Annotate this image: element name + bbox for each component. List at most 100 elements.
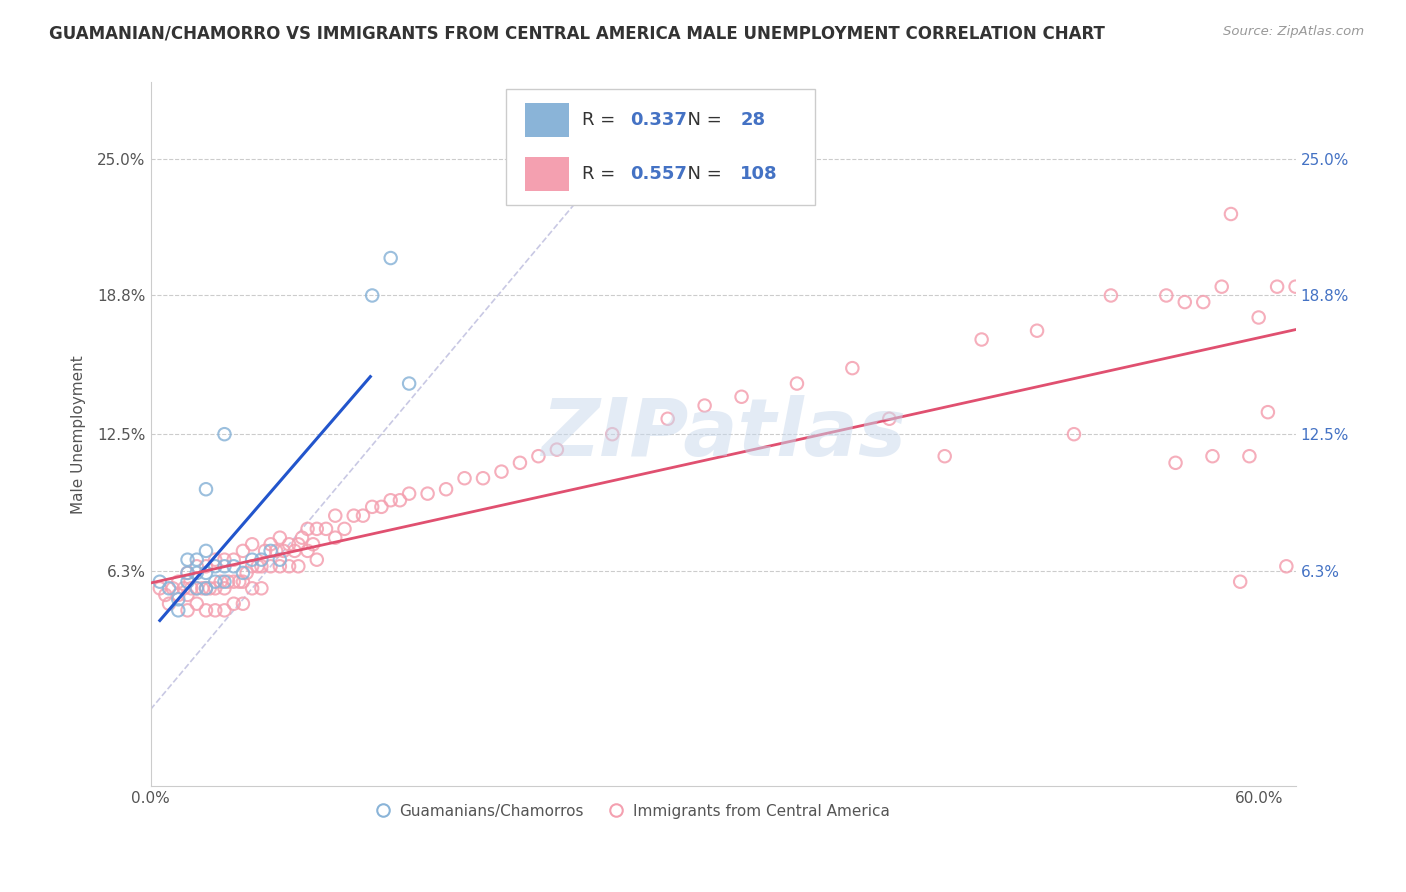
Point bbox=[269, 559, 291, 574]
Point bbox=[333, 522, 356, 536]
Point bbox=[693, 399, 716, 413]
Point bbox=[1303, 295, 1326, 310]
Point bbox=[240, 552, 263, 566]
Point bbox=[167, 603, 190, 617]
Point bbox=[195, 582, 218, 596]
Point bbox=[222, 559, 245, 574]
Point bbox=[269, 531, 291, 545]
Point bbox=[323, 531, 346, 545]
Point bbox=[186, 559, 208, 574]
Point bbox=[1063, 427, 1085, 442]
Point bbox=[232, 544, 254, 558]
Point bbox=[284, 544, 307, 558]
Point bbox=[453, 471, 475, 485]
Point bbox=[1219, 207, 1241, 221]
Point bbox=[278, 537, 301, 551]
Point bbox=[176, 566, 198, 580]
Point bbox=[167, 588, 190, 602]
Point bbox=[254, 544, 277, 558]
Point bbox=[246, 559, 269, 574]
Point bbox=[214, 427, 236, 442]
Point bbox=[157, 582, 180, 596]
Point bbox=[786, 376, 808, 391]
Point bbox=[434, 482, 457, 496]
Point bbox=[352, 508, 374, 523]
Point bbox=[416, 486, 439, 500]
Point bbox=[388, 493, 411, 508]
Point bbox=[232, 574, 254, 589]
Point bbox=[509, 456, 531, 470]
Point bbox=[380, 493, 402, 508]
Point bbox=[1294, 288, 1316, 302]
Point bbox=[186, 582, 208, 596]
Point bbox=[167, 574, 190, 589]
Point bbox=[657, 411, 679, 425]
Point bbox=[209, 574, 232, 589]
Point bbox=[176, 603, 198, 617]
Point bbox=[527, 449, 550, 463]
Point bbox=[273, 544, 295, 558]
Point bbox=[155, 588, 177, 602]
Point bbox=[380, 251, 402, 265]
Point bbox=[195, 582, 218, 596]
Point bbox=[240, 537, 263, 551]
Point bbox=[222, 597, 245, 611]
Point bbox=[297, 522, 319, 536]
Point bbox=[264, 544, 287, 558]
Point bbox=[1099, 288, 1122, 302]
Point bbox=[1201, 449, 1223, 463]
Text: 28: 28 bbox=[741, 111, 765, 128]
Point bbox=[214, 574, 236, 589]
Point bbox=[204, 559, 226, 574]
Point bbox=[1265, 279, 1288, 293]
Point bbox=[195, 482, 218, 496]
Point bbox=[1312, 301, 1334, 316]
Point bbox=[232, 597, 254, 611]
Text: 108: 108 bbox=[741, 165, 778, 184]
Point bbox=[250, 559, 273, 574]
Point bbox=[173, 582, 195, 596]
Point bbox=[204, 552, 226, 566]
Point bbox=[259, 544, 281, 558]
Point bbox=[730, 390, 752, 404]
Point bbox=[214, 559, 236, 574]
Point bbox=[186, 566, 208, 580]
Point bbox=[297, 544, 319, 558]
Point bbox=[1229, 574, 1251, 589]
Point bbox=[186, 552, 208, 566]
Point bbox=[149, 582, 172, 596]
Point bbox=[970, 333, 993, 347]
Text: N =: N = bbox=[676, 165, 728, 184]
Point bbox=[1211, 279, 1233, 293]
Point bbox=[1247, 310, 1270, 325]
Point bbox=[214, 603, 236, 617]
Point bbox=[195, 566, 218, 580]
Point bbox=[176, 588, 198, 602]
Point bbox=[278, 559, 301, 574]
Point bbox=[214, 552, 236, 566]
Point bbox=[204, 574, 226, 589]
Point bbox=[1284, 279, 1306, 293]
Point bbox=[1275, 559, 1298, 574]
Point bbox=[259, 559, 281, 574]
Point bbox=[222, 552, 245, 566]
Text: Source: ZipAtlas.com: Source: ZipAtlas.com bbox=[1223, 25, 1364, 38]
Point bbox=[176, 574, 198, 589]
Text: 0.557: 0.557 bbox=[630, 165, 688, 184]
Point bbox=[162, 582, 184, 596]
Y-axis label: Male Unemployment: Male Unemployment bbox=[72, 355, 86, 514]
Point bbox=[370, 500, 392, 514]
Point bbox=[1174, 295, 1197, 310]
Point bbox=[259, 537, 281, 551]
Point bbox=[269, 552, 291, 566]
Point bbox=[235, 566, 257, 580]
Point bbox=[250, 552, 273, 566]
FancyBboxPatch shape bbox=[506, 89, 814, 205]
Point bbox=[204, 582, 226, 596]
Bar bbox=[524, 103, 568, 136]
Text: R =: R = bbox=[582, 165, 621, 184]
Point bbox=[472, 471, 495, 485]
Point bbox=[315, 522, 337, 536]
Point bbox=[217, 574, 239, 589]
Point bbox=[240, 559, 263, 574]
